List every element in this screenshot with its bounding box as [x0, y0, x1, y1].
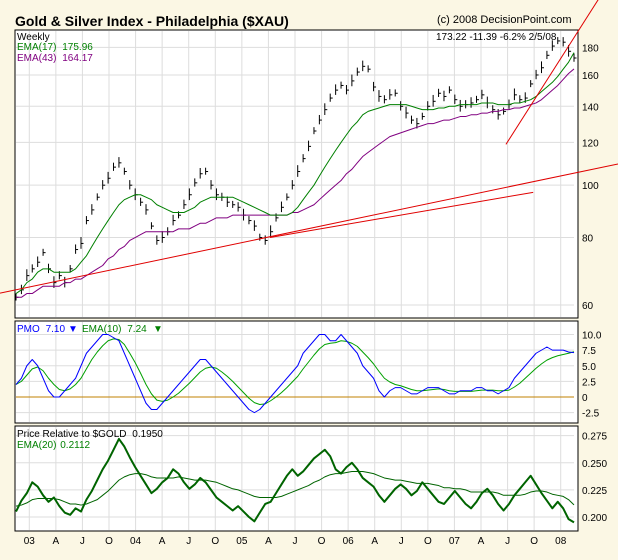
pmo-y-tick-label: 0 — [582, 393, 588, 404]
trendline — [505, 0, 599, 145]
pmo-line — [15, 334, 575, 414]
x-tick-label: O — [530, 536, 538, 547]
pmo-legend-value: 7.10 — [46, 324, 66, 335]
periodicity-label: Weekly — [17, 32, 50, 43]
x-tick-label: J — [399, 536, 404, 547]
relative-ema-legend-value: 0.2112 — [60, 440, 90, 451]
pmo-ema-down-arrow-icon: ▼ — [153, 324, 163, 335]
ema17-legend-name: EMA(17) — [17, 42, 56, 53]
relative-y-tick-label: 0.200 — [582, 513, 607, 524]
price-y-tick-label: 160 — [582, 71, 599, 82]
ema43-legend-value: 164.17 — [62, 53, 93, 64]
pmo-legend: PMO 7.10 — [17, 324, 65, 335]
x-tick-label: A — [371, 536, 378, 547]
price-y-tick-label: 60 — [582, 301, 594, 312]
relative-line — [15, 437, 575, 524]
pmo-y-tick-label: 7.5 — [582, 346, 596, 357]
ema43-line — [16, 68, 575, 298]
relative-y-tick-label: 0.225 — [582, 486, 607, 497]
price-y-tick-label: 80 — [582, 234, 594, 245]
x-tick-label: 07 — [449, 536, 461, 547]
pmo-legend-name: PMO — [17, 324, 40, 335]
pmo-y-tick-label: 2.5 — [582, 377, 596, 388]
pmo-ema-legend-value: 7.24 — [127, 324, 147, 335]
x-tick-label: A — [478, 536, 485, 547]
relative-y-tick-label: 0.250 — [582, 459, 607, 470]
x-tick-label: A — [265, 536, 272, 547]
x-tick-label: O — [211, 536, 219, 547]
x-tick-label: 08 — [555, 536, 567, 547]
pmo-panel — [14, 320, 579, 424]
x-tick-label: J — [505, 536, 510, 547]
x-tick-label: O — [105, 536, 113, 547]
ema43-legend: EMA(43) 164.17 — [17, 53, 93, 64]
price-y-tick-label: 180 — [582, 43, 599, 54]
pmo-y-tick-label: -2.5 — [582, 409, 600, 420]
x-tick-label: O — [424, 536, 432, 547]
relative-y-tick-label: 0.275 — [582, 432, 607, 443]
x-tick-label: J — [80, 536, 85, 547]
relative-panel — [14, 425, 579, 532]
trendline — [0, 163, 618, 294]
price-y-tick-label: 100 — [582, 181, 599, 192]
pmo-ema-legend-name: EMA(10) — [82, 324, 121, 335]
ema43-legend-name: EMA(43) — [17, 53, 56, 64]
price-y-tick-label: 120 — [582, 138, 599, 149]
pmo-y-tick-label: 10.0 — [582, 331, 602, 342]
relative-legend-name: Price Relative to $GOLD — [17, 429, 127, 440]
x-tick-label: O — [318, 536, 326, 547]
relative-ema-legend: EMA(20) 0.2112 — [17, 440, 91, 451]
chart-title: Gold & Silver Index - Philadelphia ($XAU… — [15, 13, 289, 29]
relative-legend: Price Relative to $GOLD 0.1950 — [17, 429, 163, 440]
pmo-ema-legend: EMA(10) 7.24 — [82, 324, 147, 335]
relative-legend-value: 0.1950 — [132, 429, 163, 440]
ema17-legend-value: 175.96 — [62, 42, 93, 53]
copyright-notice: (c) 2008 DecisionPoint.com — [437, 14, 572, 26]
pmo-down-arrow-icon: ▼ — [68, 324, 78, 335]
ema17-legend: EMA(17) 175.96 — [17, 42, 93, 53]
ema17-line — [15, 52, 575, 294]
x-tick-label: A — [53, 536, 60, 547]
relative-ema-line — [15, 470, 575, 507]
relative-ema-legend-name: EMA(20) — [17, 440, 56, 451]
x-tick-label: A — [159, 536, 166, 547]
pmo-ema-line — [15, 338, 575, 405]
pmo-y-tick-label: 5.0 — [582, 362, 596, 373]
x-tick-label: 03 — [24, 536, 36, 547]
x-tick-label: J — [186, 536, 191, 547]
x-tick-label: J — [293, 536, 298, 547]
price-y-tick-label: 140 — [582, 102, 599, 113]
trendline — [269, 191, 534, 239]
x-tick-label: 06 — [343, 536, 355, 547]
x-tick-label: 05 — [236, 536, 248, 547]
quote-readout: 173.22 -11.39 -6.2% 2/5/08 — [436, 32, 557, 43]
x-tick-label: 04 — [130, 536, 142, 547]
price-panel — [14, 29, 579, 319]
